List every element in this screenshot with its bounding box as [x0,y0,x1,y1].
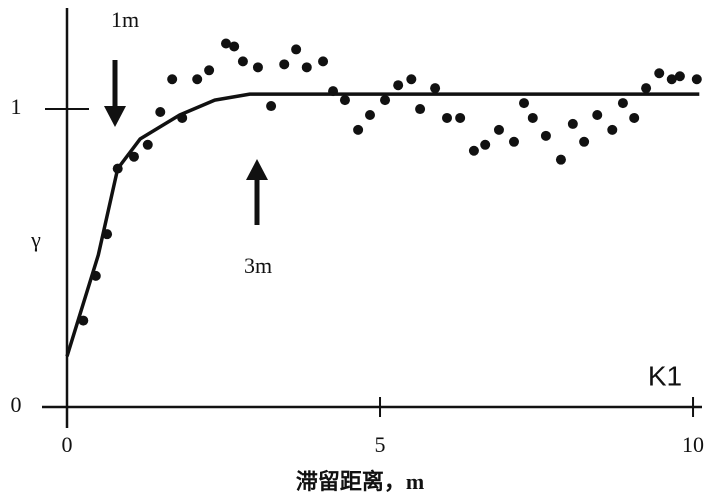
data-point [654,68,665,79]
annotation: 3m [244,253,272,278]
data-point [142,139,153,150]
data-point [666,74,677,85]
data-point [339,95,350,106]
data-point [380,95,391,106]
data-point [365,109,376,120]
data-point [607,124,618,135]
data-point [455,112,466,123]
data-point [493,124,504,135]
data-point [128,151,139,162]
data-point [442,112,453,123]
data-point [204,65,215,76]
x-tick-label: 10 [682,432,704,457]
data-point [519,98,530,109]
annotation: 1m [111,7,139,32]
data-point [155,107,166,118]
x-tick-label: 5 [375,432,386,457]
data-point [641,83,652,94]
data-point [229,41,240,52]
x-tick-label: 0 [62,432,73,457]
data-point [567,118,578,129]
data-point [78,315,89,326]
y-tick-label: 1 [11,94,22,119]
arrow [246,159,268,225]
data-point [279,59,290,70]
data-point [237,56,248,67]
y-tick-label: 0 [11,392,22,417]
y-axis-label: γ [30,227,41,252]
data-point [353,124,364,135]
data-point [266,101,277,112]
data-point [192,74,203,85]
data-point [430,83,441,94]
data-point [674,71,685,82]
data-point [555,154,566,165]
data-point [579,136,590,147]
data-point [252,62,263,73]
data-point [318,56,329,67]
data-point [629,112,640,123]
data-point [393,80,404,91]
data-point [480,139,491,150]
data-point [221,38,232,49]
data-point [415,104,426,115]
data-point [406,74,417,85]
data-point [291,44,302,55]
data-point [617,98,628,109]
data-point [508,136,519,147]
data-point [167,74,178,85]
annotation: K1 [648,360,682,391]
x-axis-label: 滞留距离，m [296,469,424,494]
data-point [527,112,538,123]
data-point [592,109,603,120]
data-point [301,62,312,73]
arrow [104,60,126,127]
data-point [540,130,551,141]
fit-curve [65,92,700,357]
data-point [468,145,479,156]
data-point [691,74,702,85]
